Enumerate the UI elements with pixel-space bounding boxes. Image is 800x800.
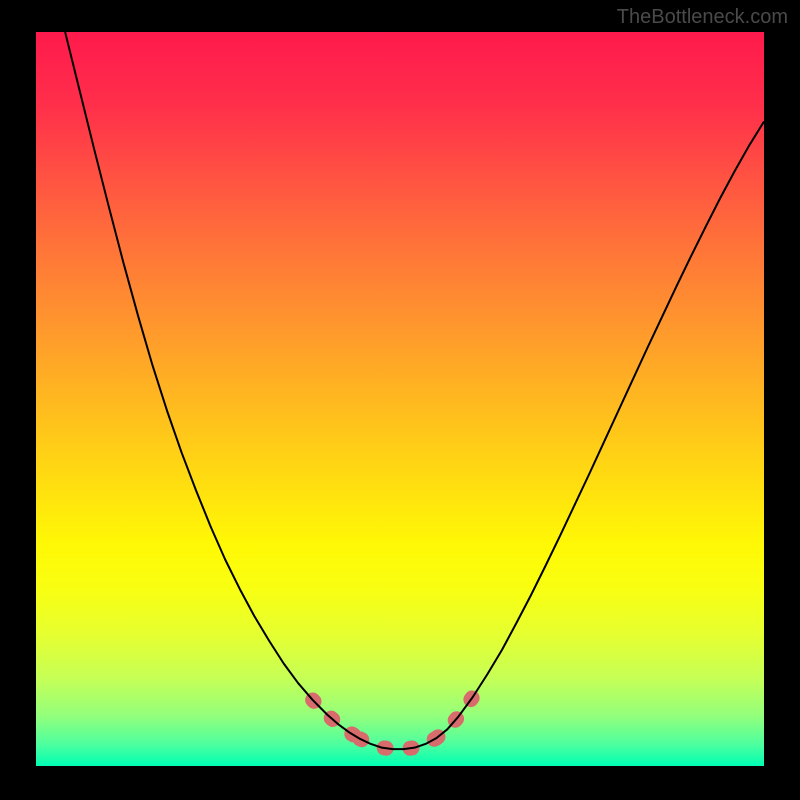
plot-area [36, 32, 764, 766]
watermark-text: TheBottleneck.com [617, 6, 788, 29]
chart-svg [36, 32, 764, 766]
gradient-background [36, 32, 764, 766]
